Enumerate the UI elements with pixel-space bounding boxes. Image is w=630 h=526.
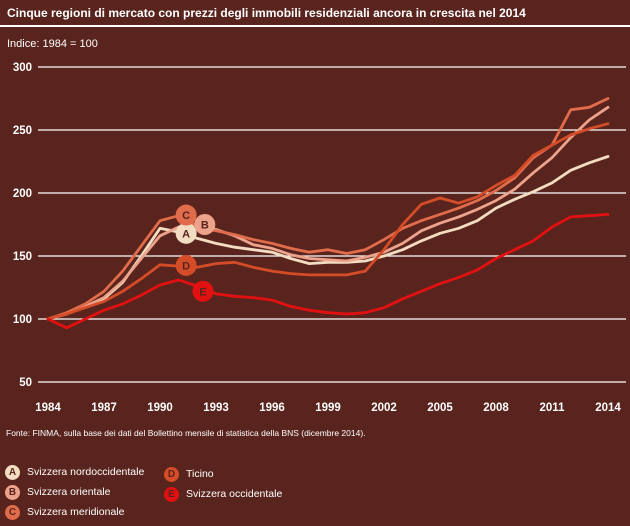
xtick-label-1990: 1990 bbox=[147, 402, 173, 414]
legend-dot-A: A bbox=[5, 465, 20, 480]
xtick-label-1993: 1993 bbox=[203, 402, 229, 414]
series-line-A bbox=[46, 155, 610, 321]
chart-title: Cinque regioni di mercato con prezzi deg… bbox=[7, 6, 526, 20]
series-line-C bbox=[46, 97, 610, 321]
series-line-E bbox=[46, 212, 610, 330]
ytick-label-50: 50 bbox=[19, 377, 32, 389]
legend-dot-D: D bbox=[164, 467, 179, 482]
legend-dot-B: B bbox=[5, 485, 20, 500]
series-marker-E bbox=[192, 280, 214, 302]
series-marker-label-A: A bbox=[182, 228, 190, 240]
xtick-label-1996: 1996 bbox=[259, 402, 285, 414]
series-marker-B bbox=[194, 214, 216, 235]
legend-label-A: Svizzera nordoccidentale bbox=[27, 466, 145, 478]
series-marker-C bbox=[175, 204, 197, 226]
legend-column-2: D Ticino E Svizzera occidentale bbox=[164, 467, 282, 502]
xtick-label-2014: 2014 bbox=[595, 402, 621, 414]
ytick-label-250: 250 bbox=[13, 125, 32, 137]
legend-item-D: D Ticino bbox=[164, 467, 282, 482]
series-marker-label-C: C bbox=[182, 210, 190, 222]
legend-item-B: B Svizzera orientale bbox=[5, 485, 144, 500]
legend-item-E: E Svizzera occidentale bbox=[164, 487, 282, 502]
ytick-label-200: 200 bbox=[13, 188, 32, 200]
xtick-label-2005: 2005 bbox=[427, 402, 453, 414]
xtick-label-2008: 2008 bbox=[483, 402, 509, 414]
series-marker-D bbox=[175, 254, 197, 276]
legend-item-C: C Svizzera meridionale bbox=[5, 505, 144, 520]
legend-label-E: Svizzera occidentale bbox=[186, 488, 283, 500]
index-note: Indice: 1984 = 100 bbox=[7, 38, 98, 50]
legend-column-1: A Svizzera nordoccidentale B Svizzera orien… bbox=[5, 465, 144, 520]
xtick-label-2002: 2002 bbox=[371, 402, 397, 414]
xtick-label-1999: 1999 bbox=[315, 402, 341, 414]
legend-label-D: Ticino bbox=[186, 468, 214, 480]
legend-label-C: Svizzera meridionale bbox=[27, 506, 125, 518]
title-rule bbox=[0, 25, 630, 27]
ytick-label-300: 300 bbox=[13, 62, 32, 74]
legend-item-A: A Svizzera nordoccidentale bbox=[5, 465, 144, 480]
series-line-D bbox=[46, 122, 610, 321]
legend-dot-C: C bbox=[5, 505, 20, 520]
series-marker-label-E: E bbox=[199, 286, 206, 298]
xtick-label-1984: 1984 bbox=[35, 402, 61, 414]
source-note: Fonte: FINMA, sulla base dei dati del Bo… bbox=[6, 428, 366, 438]
ytick-label-100: 100 bbox=[13, 314, 32, 326]
xtick-label-1987: 1987 bbox=[91, 402, 117, 414]
series-marker-label-D: D bbox=[182, 260, 190, 272]
series-marker-A bbox=[175, 222, 197, 244]
series-line-B bbox=[46, 105, 610, 321]
legend-label-B: Svizzera orientale bbox=[27, 486, 111, 498]
legend-dot-E: E bbox=[164, 487, 179, 502]
xtick-label-2011: 2011 bbox=[540, 402, 566, 414]
series-marker-label-B: B bbox=[201, 220, 209, 232]
ytick-label-150: 150 bbox=[13, 251, 32, 263]
